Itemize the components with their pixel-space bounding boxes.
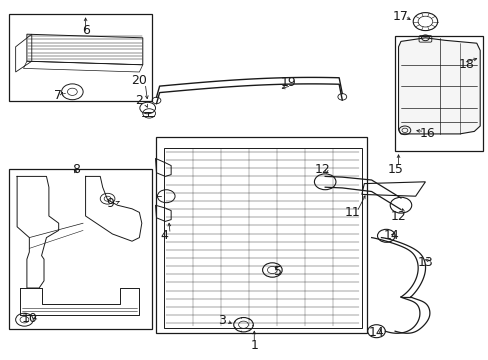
Text: 11: 11 (344, 206, 359, 219)
Text: 13: 13 (417, 256, 432, 269)
Text: 15: 15 (387, 163, 403, 176)
Text: 12: 12 (390, 210, 406, 222)
Text: 16: 16 (419, 127, 435, 140)
Text: 8: 8 (72, 163, 80, 176)
Text: 12: 12 (314, 163, 330, 176)
Text: 17: 17 (392, 10, 408, 23)
Text: 2: 2 (135, 94, 143, 107)
Text: 9: 9 (106, 197, 114, 210)
Text: 14: 14 (368, 327, 384, 339)
Text: 6: 6 (81, 24, 89, 37)
Bar (394, 36, 482, 151)
Text: 3: 3 (218, 314, 226, 327)
Text: 20: 20 (131, 75, 147, 87)
Polygon shape (398, 38, 479, 134)
Text: 14: 14 (383, 229, 398, 242)
Text: 10: 10 (21, 312, 37, 325)
Bar (163, 148, 361, 328)
Bar (9, 14, 151, 101)
Bar (155, 137, 366, 333)
Text: 1: 1 (250, 339, 258, 352)
Text: 5: 5 (273, 265, 281, 278)
Text: 4: 4 (160, 229, 167, 242)
Bar (9, 169, 151, 329)
Text: 18: 18 (458, 58, 474, 71)
Text: 19: 19 (280, 76, 296, 89)
Text: 7: 7 (54, 89, 61, 102)
